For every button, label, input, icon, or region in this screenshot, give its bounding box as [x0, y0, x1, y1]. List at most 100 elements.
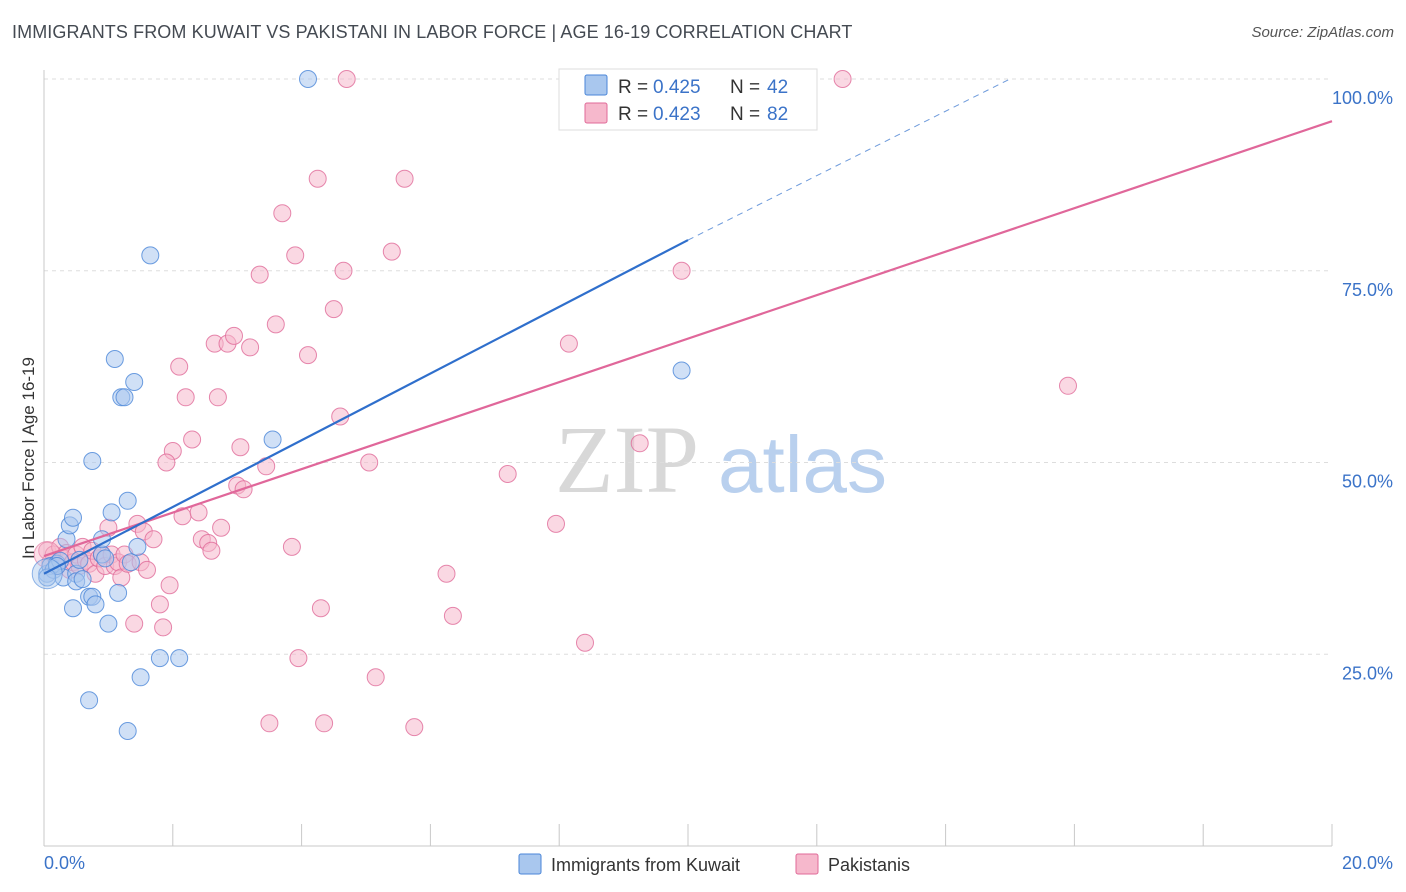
pakistanis-point — [144, 530, 163, 549]
legend-swatch-pakistanis — [584, 102, 608, 124]
legend: R = 0.425 N = 42 R = 0.423 N = 82 — [558, 68, 818, 131]
kuwait-point — [125, 373, 144, 391]
kuwait-point — [141, 246, 160, 265]
kuwait-point — [83, 452, 102, 470]
pakistanis-point — [360, 453, 379, 472]
trend-line-kuwait-extension — [687, 78, 1011, 241]
pakistanis-point — [334, 261, 353, 280]
kuwait-point-large — [31, 558, 63, 590]
kuwait-point — [131, 668, 150, 687]
watermark-zip: ZIP — [555, 406, 699, 513]
pakistanis-point — [289, 649, 308, 668]
kuwait-point — [73, 570, 92, 589]
pakistanis-point — [266, 315, 285, 334]
legend-r-label-pakistanis: R = — [618, 104, 648, 125]
kuwait-point — [70, 550, 89, 569]
pakistanis-point — [833, 70, 852, 88]
pakistanis-point — [225, 326, 243, 345]
pakistanis-point — [576, 633, 594, 652]
y-axis-label: In Labor Force | Age 16-19 — [19, 357, 38, 559]
pakistanis-point — [366, 668, 385, 687]
watermark: ZIP atlas — [555, 406, 887, 513]
legend-n-label-pakistanis: N = — [730, 104, 760, 125]
kuwait-point — [64, 508, 82, 527]
trend-lines — [43, 78, 1333, 575]
pakistanis-point — [157, 453, 176, 472]
bottom-legend-label-pakistanis: Pakistanis — [828, 855, 910, 875]
kuwait-point — [118, 722, 137, 740]
y-axis-tick-labels: 25.0% 50.0% 75.0% 100.0% — [1332, 88, 1393, 683]
pakistanis-point — [212, 518, 231, 537]
kuwait-point — [150, 649, 169, 668]
pakistanis-point — [154, 618, 173, 637]
pakistanis-point — [138, 560, 156, 579]
pakistanis-point — [498, 465, 517, 483]
y-tick-label-100: 100.0% — [1332, 88, 1393, 108]
legend-n-value-kuwait: 42 — [767, 77, 788, 98]
y-tick-label-25: 25.0% — [1342, 663, 1393, 683]
kuwait-point — [121, 553, 140, 572]
pakistanis-point — [250, 265, 269, 284]
series-pakistanis-points — [33, 70, 1077, 737]
pakistanis-point — [337, 70, 356, 88]
legend-r-label-kuwait: R = — [618, 77, 648, 98]
pakistanis-point — [160, 576, 179, 595]
pakistanis-point — [630, 434, 649, 453]
legend-swatch-kuwait — [584, 74, 608, 96]
pakistanis-point — [231, 438, 250, 457]
kuwait-point — [672, 361, 691, 380]
y-tick-label-50: 50.0% — [1342, 472, 1393, 492]
kuwait-point — [64, 599, 82, 618]
kuwait-point — [102, 503, 121, 522]
kuwait-point — [118, 491, 137, 510]
kuwait-point — [80, 691, 99, 710]
watermark-atlas: atlas — [718, 420, 887, 509]
pakistanis-point — [208, 388, 227, 407]
bottom-legend-swatch-pakistanis — [795, 853, 819, 875]
kuwait-point — [115, 388, 134, 407]
pakistanis-point — [125, 614, 144, 633]
pakistanis-point — [286, 246, 305, 265]
pakistanis-point — [315, 714, 334, 733]
legend-n-label-kuwait: N = — [730, 77, 760, 98]
bottom-legend-swatch-kuwait — [518, 853, 542, 875]
pakistanis-point — [202, 541, 221, 560]
kuwait-point — [38, 568, 57, 587]
legend-r-value-kuwait: 0.425 — [653, 77, 701, 98]
pakistanis-point — [273, 204, 292, 223]
pakistanis-point — [183, 430, 202, 449]
pakistanis-point — [324, 300, 343, 319]
pakistanis-point — [382, 242, 401, 261]
pakistanis-point — [257, 457, 276, 476]
kuwait-point — [109, 583, 128, 602]
kuwait-point — [96, 549, 115, 568]
pakistanis-point — [1059, 376, 1077, 395]
y-tick-label-75: 75.0% — [1342, 280, 1393, 300]
pakistanis-point — [405, 718, 424, 737]
pakistanis-point — [150, 595, 169, 614]
pakistanis-point — [308, 169, 327, 188]
pakistanis-point — [437, 564, 456, 583]
kuwait-point — [128, 537, 147, 556]
x-tick-label-max: 20.0% — [1342, 853, 1393, 873]
pakistanis-point — [311, 599, 330, 618]
pakistanis-point — [282, 537, 301, 556]
bottom-legend-label-kuwait: Immigrants from Kuwait — [551, 855, 740, 875]
pakistanis-point — [443, 606, 462, 625]
bottom-legend: Immigrants from Kuwait Pakistanis — [518, 853, 910, 875]
pakistanis-point — [395, 169, 414, 188]
kuwait-point — [86, 595, 105, 614]
pakistanis-point — [260, 714, 279, 733]
kuwait-point — [170, 649, 189, 668]
pakistanis-point — [241, 338, 260, 357]
pakistanis-point — [672, 261, 691, 280]
kuwait-point — [105, 350, 124, 368]
kuwait-point — [299, 70, 317, 88]
legend-n-value-pakistanis: 82 — [767, 104, 788, 125]
source-label: Source: ZipAtlas.com — [1251, 24, 1394, 41]
x-tick-label-min: 0.0% — [44, 853, 85, 873]
trend-line-kuwait — [43, 239, 689, 575]
pakistanis-point — [176, 388, 195, 407]
legend-r-value-pakistanis: 0.423 — [653, 104, 701, 125]
